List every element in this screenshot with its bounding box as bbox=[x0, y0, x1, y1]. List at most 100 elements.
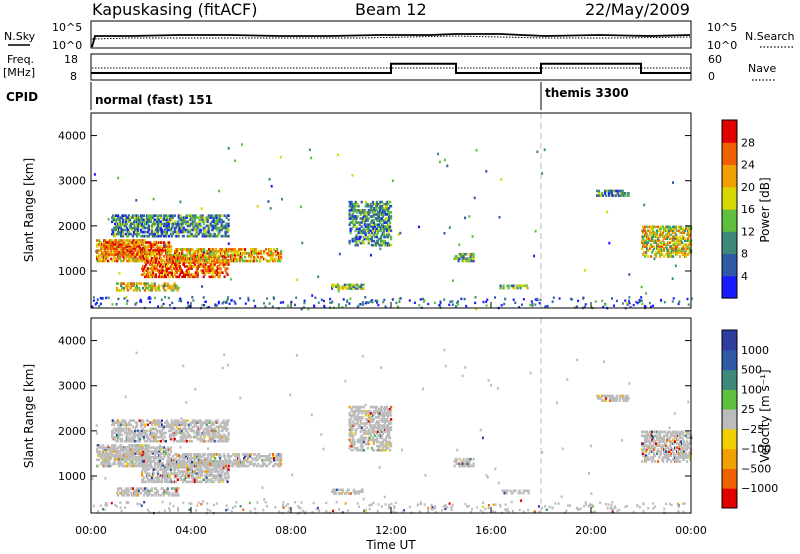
echo-cell bbox=[223, 214, 226, 217]
echo-cell bbox=[229, 462, 232, 466]
colorbar-tick-label: 20 bbox=[741, 181, 755, 194]
echo-cell bbox=[460, 255, 463, 258]
echo-cell bbox=[159, 269, 163, 272]
echo-cell bbox=[273, 248, 276, 251]
echo-cell bbox=[116, 433, 119, 437]
echo-cell bbox=[169, 216, 172, 219]
echo-cell bbox=[684, 237, 687, 240]
echo-cell bbox=[102, 245, 105, 248]
echo-cell bbox=[463, 252, 466, 256]
echo-cell bbox=[117, 245, 120, 248]
echo-cell bbox=[647, 241, 650, 244]
echo-cell bbox=[206, 220, 209, 224]
echo-cell bbox=[186, 453, 189, 456]
echo-cell bbox=[185, 253, 188, 257]
echo-cell bbox=[233, 458, 236, 462]
echo-cell bbox=[170, 226, 173, 230]
echo-cell bbox=[671, 247, 674, 250]
echo-cell bbox=[268, 250, 271, 253]
echo-cell bbox=[195, 462, 198, 466]
echo-cell bbox=[167, 296, 170, 300]
echo-cell bbox=[257, 462, 260, 466]
echo-cell bbox=[115, 435, 118, 439]
echo-cell bbox=[215, 216, 218, 219]
echo-cell bbox=[351, 221, 354, 224]
echo-cell bbox=[154, 433, 157, 437]
echo-cell bbox=[135, 234, 139, 238]
echo-cell bbox=[240, 255, 243, 259]
echo-cell bbox=[171, 425, 174, 429]
echo-cell bbox=[374, 243, 377, 247]
echo-cell bbox=[209, 232, 212, 236]
echo-cell bbox=[96, 448, 99, 451]
echo-cell bbox=[129, 423, 133, 427]
echo-cell bbox=[189, 228, 192, 232]
echo-cell bbox=[349, 229, 352, 233]
echo-cell bbox=[143, 429, 147, 433]
echo-cell bbox=[199, 224, 202, 228]
echo-cell bbox=[226, 250, 229, 253]
echo-cell bbox=[366, 211, 369, 214]
echo-cell bbox=[169, 429, 172, 433]
echo-cell bbox=[269, 259, 272, 263]
echo-cell bbox=[672, 297, 675, 300]
noise-tick-left-bottom: 10^0 bbox=[52, 39, 82, 52]
echo-cell bbox=[124, 232, 128, 236]
echo-cell bbox=[475, 307, 478, 311]
echo-cell bbox=[143, 239, 146, 242]
echo-cell bbox=[237, 252, 240, 255]
echo-cell bbox=[160, 298, 163, 301]
nave-trace bbox=[91, 62, 691, 74]
echo-cell bbox=[277, 253, 280, 257]
echo-cell bbox=[659, 229, 662, 233]
echo-cell bbox=[117, 489, 120, 493]
echo-cell bbox=[263, 250, 266, 253]
echo-cell bbox=[208, 255, 211, 259]
echo-cell bbox=[656, 245, 659, 248]
echo-cell bbox=[106, 462, 109, 466]
echo-cell bbox=[146, 466, 149, 469]
echo-cell bbox=[211, 267, 214, 270]
echo-cell bbox=[350, 215, 353, 218]
echo-cell bbox=[157, 275, 161, 279]
echo-cell bbox=[451, 279, 454, 282]
echo-cell bbox=[276, 455, 279, 458]
echo-cell bbox=[635, 300, 638, 304]
echo-cell bbox=[276, 248, 279, 251]
echo-cell bbox=[354, 219, 357, 222]
echo-cell bbox=[147, 224, 150, 228]
echo-cell bbox=[227, 224, 230, 228]
echo-cell bbox=[196, 267, 199, 270]
echo-cell bbox=[644, 233, 647, 237]
echo-cell bbox=[538, 302, 541, 305]
echo-cell bbox=[224, 301, 227, 304]
echo-cell bbox=[357, 285, 360, 288]
echo-cell bbox=[627, 194, 630, 197]
echo-cell bbox=[135, 284, 138, 288]
echo-cell bbox=[652, 229, 655, 233]
echo-cell bbox=[303, 299, 306, 302]
echo-cell bbox=[95, 250, 98, 253]
echo-cell bbox=[132, 245, 135, 248]
echo-cell bbox=[163, 244, 166, 247]
echo-cell bbox=[366, 301, 369, 305]
echo-cell bbox=[168, 491, 171, 495]
echo-cell bbox=[199, 453, 202, 456]
echo-cell bbox=[150, 476, 154, 479]
echo-cell bbox=[269, 207, 272, 210]
echo-cell bbox=[154, 247, 157, 250]
echo-cell bbox=[546, 304, 549, 308]
echo-cell bbox=[171, 494, 174, 497]
echo-cell bbox=[145, 439, 149, 443]
echo-cell bbox=[196, 480, 199, 484]
echo-cell bbox=[102, 444, 105, 447]
echo-cell bbox=[163, 261, 167, 264]
echo-cell bbox=[667, 235, 670, 238]
echo-cell bbox=[136, 252, 139, 256]
nsky-trace bbox=[91, 33, 691, 48]
echo-cell bbox=[128, 220, 132, 224]
echo-cell bbox=[199, 230, 202, 234]
echo-cell bbox=[195, 232, 198, 236]
echo-cell bbox=[369, 229, 372, 233]
echo-cell bbox=[638, 298, 641, 302]
